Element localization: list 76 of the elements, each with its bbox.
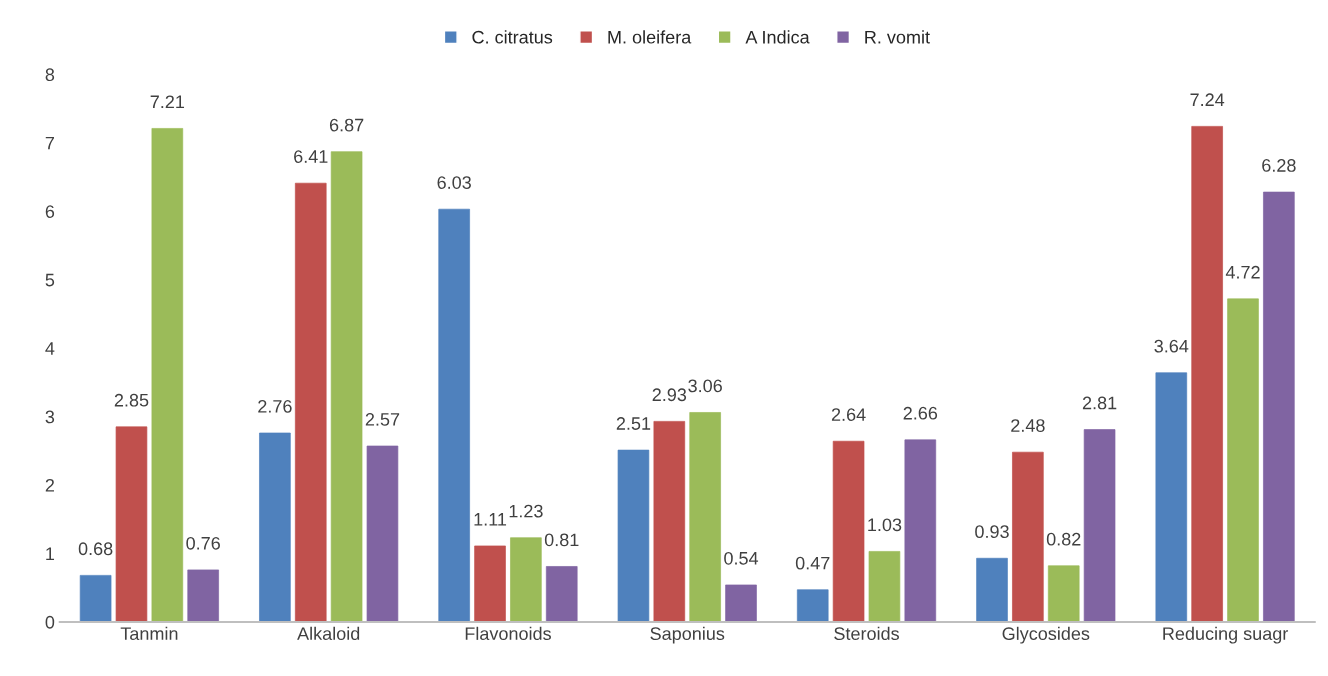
bar [904,439,937,622]
x-tick-label: Steroids [834,626,899,641]
bar [689,412,721,622]
bar [151,128,184,622]
bar [330,151,363,622]
data-label: 0.82 [1046,532,1081,546]
y-tick-label: 1 [46,547,55,561]
data-label: 2.48 [1011,419,1045,432]
data-label: 2.57 [365,413,400,426]
data-label: 7.21 [150,95,185,109]
bar [545,566,578,622]
data-label: 6.28 [1262,159,1296,172]
data-label: 0.54 [724,551,759,565]
bar [259,432,291,622]
y-tick-label: 8 [45,68,55,82]
data-label: 2.66 [903,406,938,420]
data-label: 0.93 [975,525,1009,539]
bar [868,551,901,622]
legend-label: M. oleifera [608,30,692,44]
legend-label: C. citratus [472,30,553,44]
bar [1083,429,1116,622]
legend-label: R. vomit [865,30,930,44]
x-tick-label: Saponius [650,626,725,644]
bar [115,426,148,622]
data-label: 3.64 [1154,339,1189,353]
y-tick-label: 6 [45,205,55,218]
data-label: 0.68 [78,542,113,556]
data-label: 1.11 [474,513,507,526]
bar [1227,298,1259,622]
data-label: 2.76 [258,399,292,413]
bar [1012,451,1044,622]
bar [653,421,686,622]
data-label: 0.47 [795,556,830,570]
data-label: 6.03 [437,176,471,189]
bar [294,182,327,622]
data-label: 6.87 [329,118,364,132]
bar [1263,191,1295,622]
bar [474,545,506,622]
data-label: 1.23 [509,504,543,518]
y-tick-label: 2 [45,478,54,492]
data-label: 2.93 [652,388,687,402]
data-label: 2.64 [831,408,866,421]
bar [438,208,470,622]
data-label: 1.03 [868,518,902,532]
data-label: 0.81 [544,533,579,547]
legend-label: A Indica [745,30,810,44]
x-tick-label: Glycosides [1002,626,1090,644]
y-tick-label: 3 [45,410,55,424]
y-tick-label: 5 [45,273,55,287]
data-label: 2.85 [114,393,149,407]
x-tick-label: Reducing suagr [1163,626,1289,644]
data-label: 3.06 [688,379,722,393]
data-label: 2.51 [616,417,651,430]
bar [796,589,829,622]
x-tick-label: Flavonoids [465,626,551,641]
x-tick-label: Alkaloid [297,626,360,641]
bar [725,584,757,622]
data-label: 0.76 [186,536,220,550]
bar [976,557,1008,622]
data-label: 2.81 [1082,396,1117,410]
bar [1047,565,1080,622]
bar [1155,372,1188,622]
bar [79,575,112,622]
data-label: 4.72 [1225,265,1260,279]
bar [1191,126,1223,622]
y-tick-label: 0 [45,615,55,629]
bar [366,445,399,622]
y-tick-label: 4 [45,342,55,355]
y-tick-label: 7 [45,136,54,150]
bar [510,537,542,622]
x-tick-label: Tanmin [120,626,178,641]
bar [187,569,219,622]
data-label: 7.24 [1190,93,1225,106]
data-label: 6.41 [294,150,328,163]
bar [832,440,865,622]
bar [617,449,650,622]
